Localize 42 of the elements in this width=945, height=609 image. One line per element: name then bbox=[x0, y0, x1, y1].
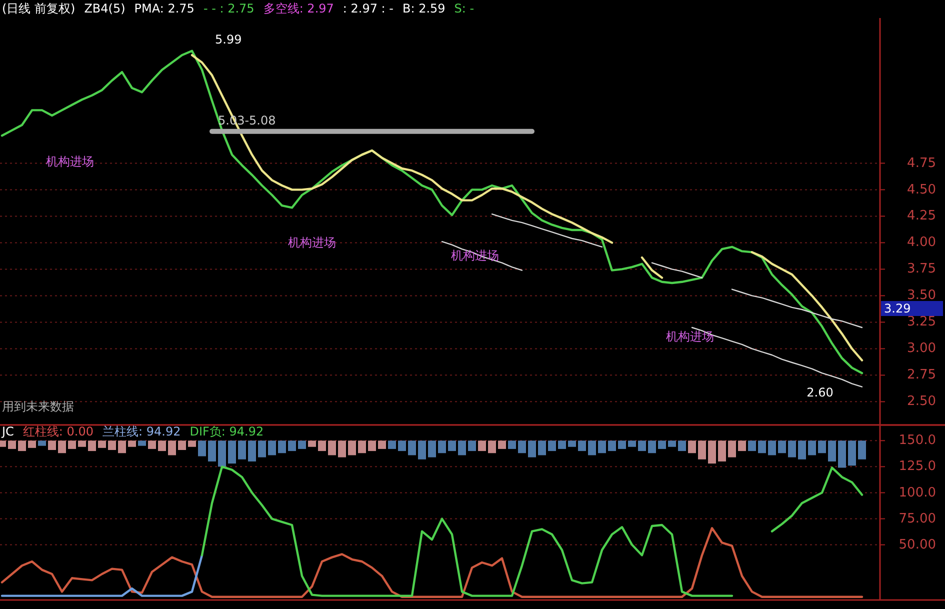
line-series bbox=[441, 241, 523, 271]
line-series bbox=[491, 214, 603, 248]
chart-title: JC bbox=[1, 424, 14, 438]
y-tick-label: 4.50 bbox=[907, 182, 936, 198]
y-tick-label: 150.0 bbox=[898, 433, 936, 448]
y-tick-label: 4.25 bbox=[907, 208, 936, 224]
line-series bbox=[731, 288, 863, 328]
line-series bbox=[0, 554, 204, 597]
y-tick-label: 4.00 bbox=[907, 235, 936, 250]
text: S: - bbox=[454, 1, 474, 16]
note: 3.29 bbox=[881, 301, 943, 316]
y-tick-label: 3.50 bbox=[907, 288, 936, 304]
annotation: 兰柱线: 94.92 bbox=[102, 424, 181, 438]
text: PMA: 2.75 bbox=[134, 1, 194, 16]
note: 机构进场 bbox=[46, 154, 94, 168]
text: B: 2.59 bbox=[402, 1, 446, 16]
y-tick-label: 75.00 bbox=[898, 511, 936, 526]
note: 机构进场 bbox=[666, 329, 714, 344]
y-tick-label: 100.0 bbox=[898, 485, 936, 500]
line-series bbox=[691, 326, 863, 388]
y-tick-label: 3.00 bbox=[907, 341, 936, 356]
y-tick-label: 2.50 bbox=[907, 394, 936, 410]
text: : 2.97 : - bbox=[342, 1, 394, 16]
note: 机构进场 bbox=[288, 235, 336, 250]
y-tick-label: 4.75 bbox=[907, 156, 936, 171]
y-tick-label: 3.25 bbox=[907, 314, 936, 330]
text: - - : 2.75 bbox=[203, 1, 254, 16]
line-series bbox=[0, 50, 864, 374]
line-series bbox=[0, 527, 864, 598]
line-series bbox=[651, 262, 703, 278]
annotation: 红柱线: 0.00 bbox=[22, 424, 94, 438]
note: 5.99 bbox=[215, 32, 242, 46]
text: 用到未来数据 bbox=[2, 399, 74, 414]
y-tick-label: 2.75 bbox=[907, 368, 936, 383]
text: 多空线: 2.97 bbox=[263, 1, 334, 16]
annotation: DIF负: 94.92 bbox=[190, 424, 264, 438]
chart-title: (日线 前复权) bbox=[2, 1, 76, 16]
y-tick-label: 125.0 bbox=[898, 459, 936, 474]
text: ZB4(5) bbox=[84, 1, 126, 16]
y-tick-label: 3.75 bbox=[907, 262, 936, 277]
y-tick-label: 50.00 bbox=[898, 537, 936, 552]
note: 2.60 bbox=[806, 385, 834, 400]
